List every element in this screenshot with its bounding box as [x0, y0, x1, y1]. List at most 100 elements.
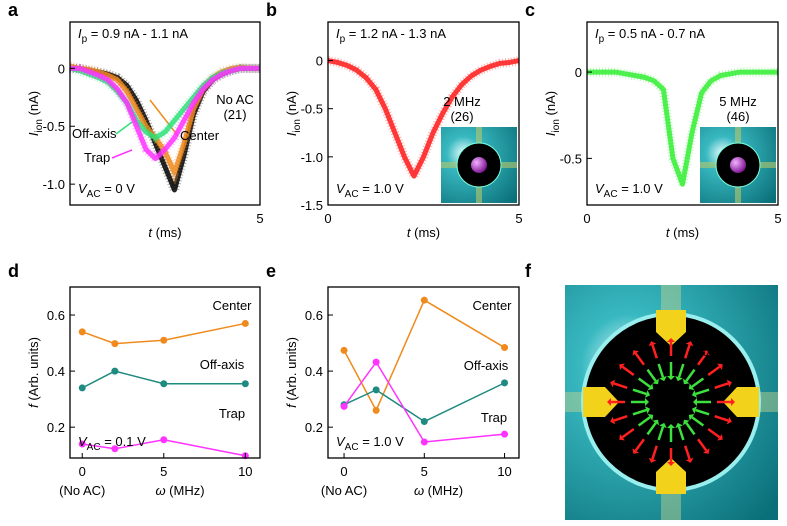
- series-noise: [70, 63, 260, 165]
- arrow-head: [717, 434, 723, 441]
- arrow: [646, 368, 657, 382]
- arrow-head: [685, 341, 694, 347]
- arrow-head: [645, 390, 651, 398]
- text-part: (nA): [284, 91, 299, 119]
- y-tick-label: 0: [58, 61, 65, 76]
- no-ac-label: (No AC): [321, 483, 367, 498]
- arrow-head: [652, 378, 659, 385]
- voltage-label: VAC = 0 V: [78, 181, 135, 200]
- arrow-head: [685, 457, 694, 463]
- text-part: V: [78, 181, 88, 196]
- series-label: Center: [212, 298, 252, 313]
- arrow: [637, 377, 651, 388]
- y-tick-label: -0.5: [560, 151, 582, 166]
- arrow: [707, 428, 721, 439]
- panel-letter: c: [525, 0, 535, 20]
- text-part: (ms): [152, 225, 182, 240]
- arrow: [657, 363, 665, 378]
- leader: [115, 121, 133, 135]
- series-label: Center: [472, 298, 512, 313]
- arrow-head: [667, 376, 675, 380]
- arrow: [677, 363, 685, 378]
- arrow-head: [648, 341, 657, 347]
- text-part: (nA): [543, 91, 558, 119]
- point: [111, 445, 119, 453]
- point: [340, 402, 348, 410]
- arrow-head: [717, 363, 723, 370]
- y-tick-label: 0.6: [47, 308, 65, 323]
- text-part: V: [78, 434, 88, 449]
- plot-frame: [69, 21, 261, 206]
- x-tick-label: 0: [340, 464, 347, 479]
- arrow-head: [667, 338, 675, 342]
- condition-label: (21): [223, 107, 246, 122]
- panel-letter: e: [266, 261, 276, 281]
- x-axis-label: ω (MHz): [155, 483, 204, 498]
- text-part: I: [284, 132, 299, 136]
- y-tick-label: -1.5: [301, 198, 323, 213]
- arrow: [684, 344, 691, 359]
- text-part: p: [599, 34, 605, 45]
- y-axis-label: Iion (nA): [543, 91, 562, 136]
- text-part: (ms): [411, 225, 441, 240]
- text-part: ion: [34, 119, 45, 132]
- text-part: = 1.0 V: [359, 434, 404, 449]
- x-tick-label: 0: [79, 464, 86, 479]
- y-tick-label: 0.6: [305, 308, 323, 323]
- arrow-head: [675, 376, 683, 382]
- point: [111, 340, 119, 348]
- arrow-head: [731, 398, 735, 406]
- current-label: Ip = 0.5 nA - 0.7 nA: [595, 26, 705, 45]
- text-part: th: [681, 402, 689, 413]
- panel-letter: f: [525, 261, 532, 281]
- text-part: ω: [414, 483, 424, 498]
- voltage-label: VAC = 1.0 V: [336, 434, 404, 453]
- arrow: [685, 422, 696, 436]
- arrow: [634, 352, 645, 366]
- text-part: ion: [292, 119, 303, 132]
- plot-frame: [327, 286, 520, 459]
- text-part: AC: [345, 442, 359, 453]
- y-tick-label: 0: [575, 65, 582, 80]
- series-label: Trap: [219, 406, 245, 421]
- text-part: (MHz): [166, 483, 205, 498]
- arrow: [685, 368, 696, 382]
- outer-label: < ωth: [688, 344, 718, 363]
- text-part: AC: [87, 442, 101, 453]
- arrow-head: [691, 390, 697, 398]
- arrow-head: [645, 406, 651, 414]
- series-noise: [70, 63, 260, 204]
- text-part: ion: [551, 119, 562, 132]
- point: [372, 406, 380, 414]
- arrow: [695, 388, 710, 396]
- arrow: [677, 426, 685, 441]
- point: [340, 346, 348, 354]
- voltage-label: VAC = 0.1 V: [78, 434, 146, 453]
- text-part: t: [666, 225, 671, 240]
- x-tick-label: 5: [160, 464, 167, 479]
- arrow: [613, 415, 628, 422]
- text-part: AC: [345, 189, 359, 200]
- arrow: [691, 377, 705, 388]
- arrow-head: [619, 434, 625, 441]
- arrow-head: [645, 398, 649, 406]
- arrow-head: [610, 416, 616, 425]
- x-axis-label: t (ms): [407, 225, 440, 240]
- arrow-head: [683, 378, 690, 385]
- point: [420, 438, 428, 446]
- arrow: [651, 445, 658, 460]
- arrow-head: [659, 422, 667, 428]
- x-tick-label: 10: [497, 464, 511, 479]
- point: [111, 367, 119, 375]
- arrow: [657, 426, 665, 441]
- arrow-head: [688, 383, 695, 390]
- y-tick-label: -1.0: [43, 177, 65, 192]
- arrow-head: [667, 462, 675, 466]
- x-tick-label: 10: [238, 464, 252, 479]
- voltage-label: VAC = 1.0 V: [336, 181, 404, 200]
- current-label: Ip = 1.2 nA - 1.3 nA: [336, 26, 446, 45]
- text-part: f: [284, 403, 299, 408]
- arrow: [697, 352, 708, 366]
- text-part: V: [595, 181, 605, 196]
